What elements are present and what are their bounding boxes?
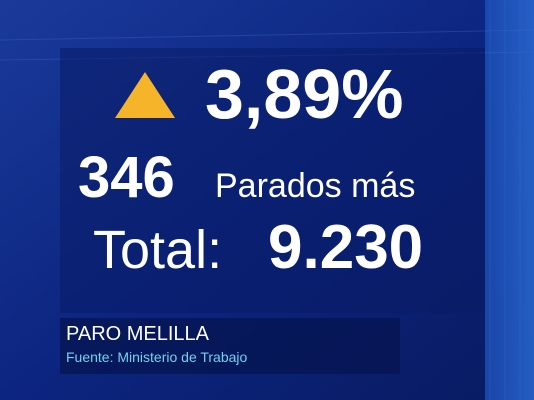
content-panel [60, 48, 485, 313]
count-value: 346 [78, 145, 175, 210]
count-label: Parados más [215, 167, 415, 205]
footer-source: Fuente: Ministerio de Trabajo [66, 349, 248, 365]
footer-bar [60, 318, 400, 374]
change-value: 3,89% [205, 55, 403, 133]
up-arrow-icon [115, 72, 175, 118]
footer-title: PARO MELILLA [66, 323, 210, 345]
total-value: 9.230 [268, 213, 423, 282]
total-label: Total: [93, 220, 222, 280]
side-panel [485, 0, 534, 400]
